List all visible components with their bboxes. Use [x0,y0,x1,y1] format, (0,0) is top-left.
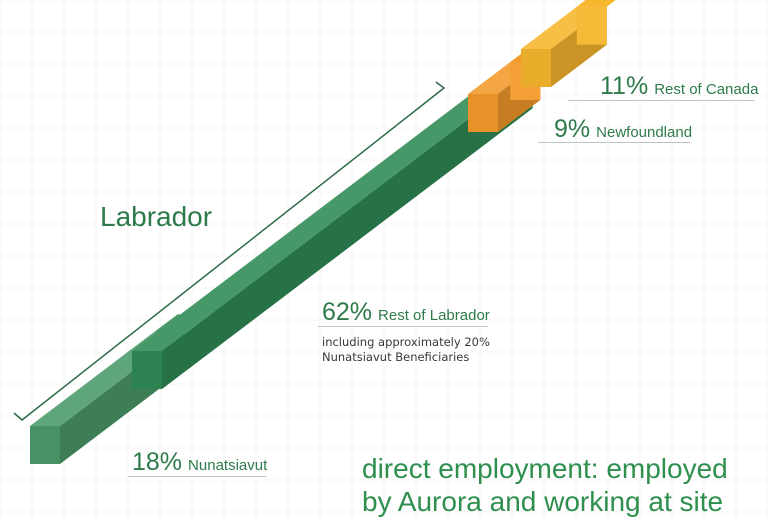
note-rest-of-labrador: including approximately 20% Nunatsiavut … [322,335,490,365]
bar-segments [30,0,616,464]
label-underline-rest-of-canada [568,100,754,101]
bar-top-face [576,0,616,7]
label-rest-of-labrador: 62% Rest of Labrador [322,300,490,325]
note-line-1: including approximately 20% [322,335,490,349]
bar-segment-rest-of-canada [521,0,616,88]
bar-end-cap [576,6,607,45]
label-underline-nunatsiavut [128,476,266,477]
bar-front-face [30,426,60,464]
label-underline-rest-of-labrador [318,326,488,327]
caption-line-2: by Aurora and working at site [362,486,724,517]
bar-top-face [132,70,533,352]
name-rest-of-canada: Rest of Canada [654,81,759,98]
pct-rest-of-labrador: 62% [322,298,373,326]
chart-caption: direct employment: employed by Aurora an… [362,452,728,518]
pct-nunatsiavut: 18% [132,448,183,476]
name-newfoundland: Newfoundland [596,124,693,141]
bar-front-face [132,351,162,389]
pct-newfoundland: 9% [554,115,591,143]
label-nunatsiavut: 18% Nunatsiavut [132,450,267,475]
name-nunatsiavut: Nunatsiavut [188,457,268,474]
note-line-2: Nunatsiavut Beneficiaries [322,350,470,364]
bar-front-face [468,94,498,132]
label-newfoundland: 9% Newfoundland [554,117,692,142]
name-rest-of-labrador: Rest of Labrador [378,307,490,324]
labrador-bracket [13,81,446,421]
caption-line-1: direct employment: employed [362,453,728,484]
pct-rest-of-canada: 11% [600,72,649,100]
bar-front-face [521,49,551,87]
bar-side-face [162,70,533,390]
label-rest-of-canada: 11% Rest of Canada [600,74,758,99]
label-underline-newfoundland [538,142,690,143]
region-label-labrador: Labrador [100,201,213,232]
